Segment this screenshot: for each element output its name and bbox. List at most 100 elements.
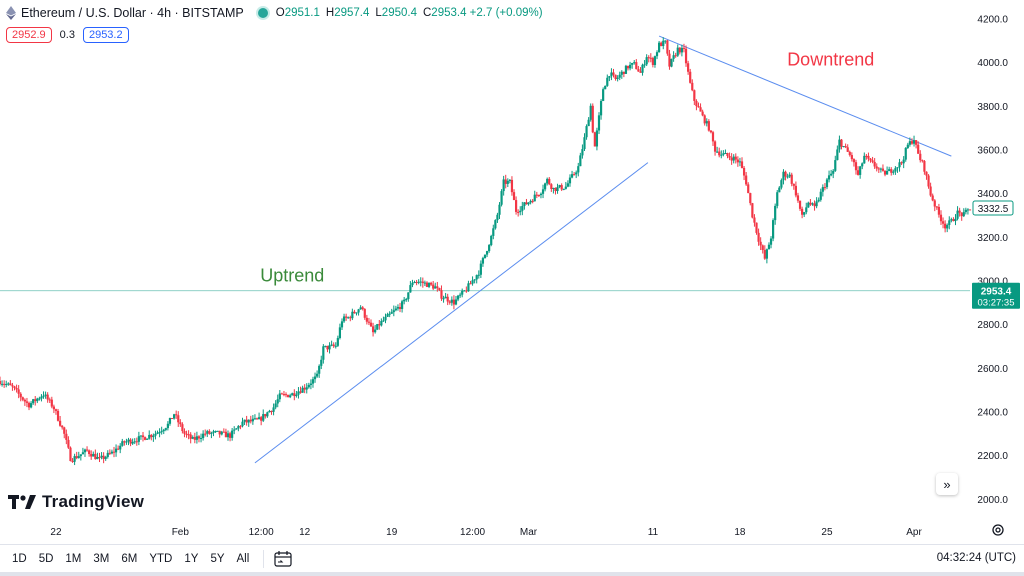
tradingview-watermark[interactable]: TradingView [8,492,144,512]
candle-body [421,281,424,283]
timeframe-3m[interactable]: 3M [93,553,110,565]
candle-body [384,316,387,321]
candle-body [653,56,657,65]
candle-body [123,441,126,443]
time-axis[interactable]: 22 Feb 12:00 12 19 12:00 Mar 11 18 25 Apr [50,527,922,538]
candle-body [284,394,288,396]
candle-body [390,312,393,314]
candle-body [672,55,675,59]
candle-body [471,280,474,284]
candle-body [9,383,12,386]
candle-body [508,179,511,182]
scroll-to-realtime-button[interactable]: » [936,473,958,495]
candle-body [388,313,391,315]
candle-body [117,448,120,450]
candle-body [59,420,62,426]
candle-body [537,195,540,197]
trend-lines[interactable] [254,35,952,464]
candle-body [257,417,261,420]
candle-body [88,450,91,455]
candle-body [624,65,628,74]
annotations: Uptrend Downtrend [260,50,874,286]
candle-body [98,456,101,458]
candle-body [838,139,841,150]
candle-body [848,151,851,156]
candle-body [531,200,534,202]
candle-body [46,394,49,400]
candle-body [313,376,317,380]
candle-body [966,209,970,211]
candle-body [912,140,916,144]
candle-body [562,188,565,190]
time-tick-label: 12 [299,527,311,538]
timeframe-all[interactable]: All [236,553,250,565]
candle-body [602,89,605,101]
candle-body [208,431,211,434]
candle-body [338,327,342,339]
price-tick-label: 3400.0 [977,189,1008,200]
price-tick-label: 2000.0 [977,495,1008,506]
timeframe-5y[interactable]: 5Y [210,553,225,565]
candle-body [676,47,679,56]
candle-body [141,435,145,438]
candle-body [790,174,793,184]
candle-body [94,453,97,460]
candle-body [79,454,82,457]
candle-body [0,380,2,385]
last-bar-label: 3332.5 [978,204,1009,215]
candle-body [396,307,400,309]
price-tick-label: 3200.0 [977,233,1008,244]
timeframe-1d[interactable]: 1D [12,553,27,565]
date-range-icon[interactable] [274,551,292,567]
candle-body [836,149,839,161]
timeframe-ytd[interactable]: YTD [149,553,173,565]
candle-body [268,410,271,413]
candle-body [297,391,300,395]
candle-body [394,308,397,311]
candlestick-chart[interactable]: Uptrend Downtrend 4200.0 4000.0 3800.0 3600.… [0,0,1024,544]
candle-body [452,299,456,305]
candle-body [185,433,188,435]
candle-body [952,219,955,222]
candle-body [925,171,928,176]
candle-body [135,441,138,443]
timeframe-6m[interactable]: 6M [121,553,138,565]
candle-body [23,399,26,402]
timeframe-1m[interactable]: 1M [65,553,82,565]
candle-body [823,187,827,189]
candle-body [809,202,812,205]
candle-body [52,406,55,410]
candle-body [81,452,85,455]
candle-body [755,222,758,233]
sell-price-button[interactable]: 2952.9 [6,27,52,43]
timeframe-1y[interactable]: 1Y [184,553,199,565]
candle-body [558,185,561,188]
candle-body [25,401,29,403]
candle-body [173,414,176,419]
candle-body [56,410,60,421]
symbol-title[interactable]: Ethereum / U.S. Dollar · 4h · BITSTAMP [21,6,244,20]
candle-body [724,153,727,155]
utc-clock[interactable]: 04:32:24 (UTC) [936,552,1016,564]
candle-body [585,126,588,138]
candles [0,37,972,466]
candle-body [0,383,4,385]
candle-body [805,207,808,213]
candle-body [40,396,43,399]
candle-body [865,155,868,157]
timeframe-5d[interactable]: 5D [38,553,54,565]
candle-body [906,144,909,148]
buy-price-button[interactable]: 2953.2 [82,27,129,43]
gear-icon[interactable] [991,523,1005,537]
candle-body [720,154,723,156]
candle-body [827,175,831,180]
candle-body [517,211,520,213]
candle-body [769,238,773,245]
price-axis[interactable]: 4200.0 4000.0 3800.0 3600.0 3400.0 3200.0 3000… [972,15,1020,506]
candle-body [610,72,613,77]
candle-body [332,344,335,347]
candle-body [728,155,731,158]
candle-body [902,159,905,164]
candle-body [697,106,700,108]
candle-body [544,183,547,190]
